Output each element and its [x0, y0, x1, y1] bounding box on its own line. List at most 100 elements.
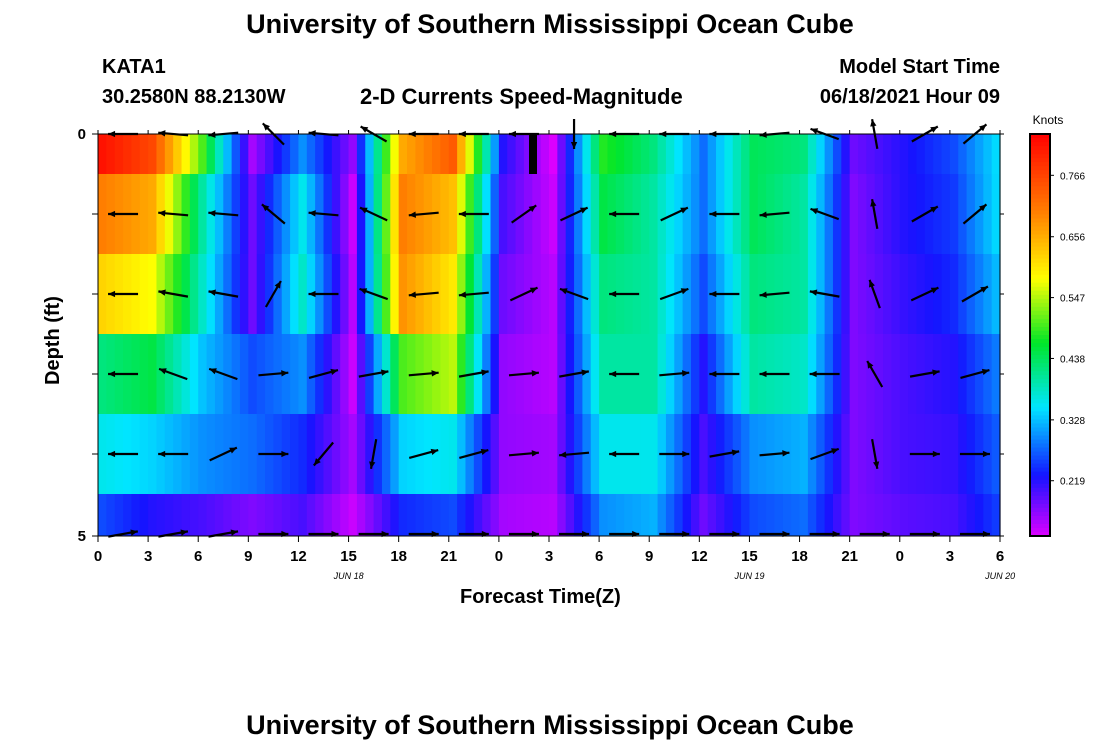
current-arrow — [359, 206, 388, 222]
heat-cell — [916, 134, 926, 174]
colorbar-cell — [1030, 435, 1050, 441]
heat-cell — [966, 174, 976, 254]
x-tick-label: 3 — [144, 548, 152, 565]
heat-cell — [732, 414, 742, 494]
plot-title: 2-D Currents Speed-Magnitude — [360, 84, 683, 109]
heat-cell — [615, 134, 625, 174]
colorbar-cell — [1030, 403, 1050, 408]
heat-cell — [98, 134, 107, 174]
heat-cell — [490, 334, 500, 414]
heat-cell — [774, 494, 784, 536]
heat-cell — [899, 174, 909, 254]
colorbar-cell — [1030, 459, 1050, 465]
x-tick-label: 18 — [390, 548, 407, 565]
x-tick-label: 9 — [645, 548, 653, 565]
heat-cell — [248, 174, 258, 254]
heat-cell — [206, 254, 216, 334]
heat-cell — [858, 174, 867, 254]
colorbar-cell — [1030, 355, 1050, 360]
heat-cell — [933, 334, 943, 414]
heat-cell — [106, 494, 116, 536]
heat-cell — [599, 134, 609, 174]
heat-cell — [749, 414, 759, 494]
heat-cell — [331, 334, 341, 414]
heat-cell — [490, 174, 500, 254]
heat-cell — [114, 494, 124, 536]
current-arrow — [962, 203, 988, 225]
station-coords: 30.2580N 88.2130W — [102, 86, 286, 108]
heat-cell — [741, 334, 751, 414]
heat-cell — [148, 174, 158, 254]
heat-cell — [674, 254, 684, 334]
heat-cell — [98, 494, 107, 536]
heat-cell — [323, 134, 333, 174]
heat-cell — [432, 254, 442, 334]
colorbar-cell — [1030, 230, 1050, 236]
colorbar-cell — [1030, 330, 1050, 336]
current-arrow — [264, 280, 282, 308]
colorbar-cell — [1030, 218, 1050, 224]
current-arrow — [960, 368, 990, 379]
heat-cell — [239, 134, 249, 174]
heat-cell — [348, 174, 358, 254]
heat-cell — [832, 414, 842, 494]
heat-cell — [256, 134, 266, 174]
heat-cell — [824, 494, 834, 536]
heat-cell — [415, 134, 425, 174]
heat-cell — [983, 174, 993, 254]
heat-cell — [173, 334, 183, 414]
heat-cell — [824, 174, 834, 254]
heat-cell — [782, 134, 792, 174]
colorbar-cell — [1030, 162, 1050, 167]
colorbar-cell — [1030, 351, 1050, 356]
colorbar-cell — [1030, 495, 1050, 501]
heat-cell — [365, 414, 375, 494]
heat-cell — [465, 494, 475, 536]
colorbar-cell — [1030, 146, 1050, 151]
heat-cell — [599, 174, 609, 254]
heat-cell — [498, 334, 508, 414]
heat-cell — [832, 494, 842, 536]
colorbar-cell — [1030, 487, 1050, 493]
heat-cell — [381, 334, 391, 414]
heat-cell — [523, 254, 533, 334]
heat-cell — [782, 254, 792, 334]
heat-cell — [223, 494, 233, 536]
heat-cell — [189, 334, 199, 414]
heat-cell — [649, 134, 659, 174]
colorbar-tick-label: 0.328 — [1060, 416, 1085, 427]
heat-cell — [832, 254, 842, 334]
heat-cell — [565, 494, 575, 536]
x-tick-label: 9 — [244, 548, 252, 565]
heat-cell — [883, 254, 893, 334]
heat-cell — [699, 174, 709, 254]
heat-cell — [298, 334, 308, 414]
heat-cell — [657, 494, 667, 536]
colorbar-cell — [1030, 499, 1050, 505]
heat-cell — [223, 414, 233, 494]
heat-cell — [682, 334, 692, 414]
heat-cell — [665, 134, 675, 174]
current-arrow — [158, 210, 189, 217]
heat-cell — [716, 134, 725, 174]
heat-cell — [457, 494, 467, 536]
heat-cell — [273, 254, 283, 334]
heat-cell — [941, 254, 951, 334]
heat-cell — [958, 334, 968, 414]
colorbar-cell — [1030, 391, 1050, 396]
heat-cell — [590, 174, 600, 254]
heat-cell — [866, 334, 876, 414]
heat-cell — [983, 334, 993, 414]
current-arrow — [659, 450, 690, 458]
heat-cell — [448, 334, 458, 414]
heat-cell — [824, 414, 834, 494]
heat-cell — [908, 494, 918, 536]
colorbar-cell — [1030, 158, 1050, 163]
heat-cell — [816, 494, 826, 536]
heat-cell — [206, 334, 216, 414]
heat-cell — [791, 414, 801, 494]
heat-cell — [874, 134, 884, 174]
heat-cell — [858, 134, 867, 174]
heat-cell — [682, 254, 692, 334]
heat-cell — [390, 174, 400, 254]
